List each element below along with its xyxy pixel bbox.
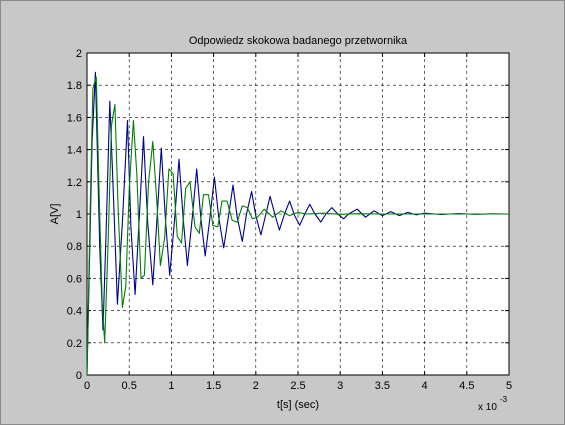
series-line-1 [86,71,510,376]
x-tick-label: 3.5 [375,380,390,392]
chart-title: Odpowiedz skokowa badanego przetwornika [189,35,408,47]
series-lines [86,71,510,376]
y-tick-label: 1.2 [67,177,82,189]
x-tick-label: 0 [84,380,90,392]
series-line-2 [86,76,509,376]
x-tick-label: 1.5 [206,380,221,392]
y-tick-label: 0.2 [67,338,82,350]
x-tick-label: 0.5 [122,380,137,392]
x-tick-label: 2.5 [290,380,305,392]
grid-lines [87,53,509,375]
x-axis-label: t[s] (sec) [277,399,319,411]
y-tick-label: 1.6 [67,112,82,124]
x-tick-label: 4.5 [459,380,474,392]
y-tick-label: 1 [76,209,82,221]
x-tick-label: 3 [337,380,343,392]
y-tick-label: 0.8 [67,241,82,253]
y-tick-label: 0.6 [67,273,82,285]
x-tick-label: 1 [168,380,174,392]
x-tick-label: 5 [506,380,512,392]
y-axis-label: A[V] [49,204,61,225]
axis-ticks: 0 0.5 1 1.5 2 2.5 3 3.5 4 4.5 5 0 0.2 0.4 0.6 0.8 1 1.2 1.… [67,48,512,392]
x-tick-label: 2 [253,380,259,392]
y-tick-label: 0.4 [67,306,82,318]
x-tick-label: 4 [422,380,428,392]
x-exponent-base: x 10 [478,402,497,413]
x-exponent-power: -3 [500,395,508,404]
y-tick-label: 1.8 [67,80,82,92]
y-tick-label: 0 [76,370,82,382]
y-tick-label: 2 [76,48,82,60]
y-tick-label: 1.4 [67,145,82,157]
